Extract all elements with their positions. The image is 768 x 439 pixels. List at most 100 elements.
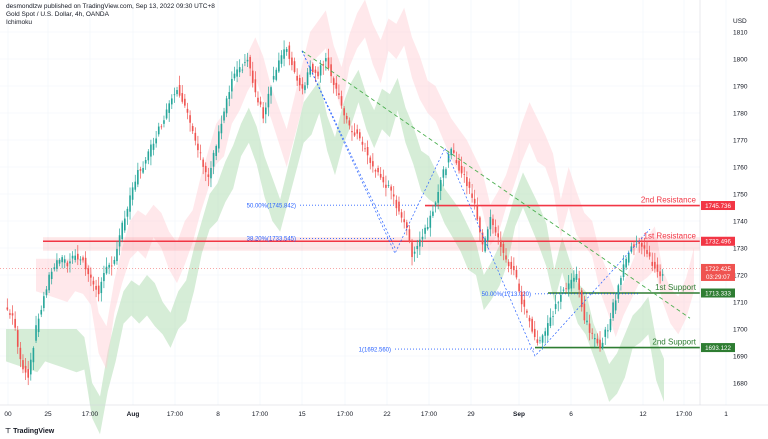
candle-body: [557, 302, 560, 304]
candle-body: [79, 259, 82, 261]
candle-body: [484, 238, 486, 252]
candle-body: [330, 64, 332, 77]
candle-body: [622, 264, 625, 277]
candle-body: [103, 273, 105, 282]
candle-body: [53, 267, 56, 270]
candle-body: [118, 235, 121, 247]
candle-body: [539, 340, 541, 342]
level-price-badge: [701, 201, 735, 211]
candle-body: [348, 120, 351, 126]
candle-body: [238, 67, 241, 73]
level-price-badge: [701, 343, 735, 353]
current-price-badge: [701, 263, 735, 281]
candle-body: [178, 84, 181, 96]
candle-body: [14, 318, 16, 328]
time-tick-label: 25: [44, 411, 52, 418]
candle-body: [113, 259, 116, 264]
candle-body: [403, 219, 406, 223]
candle-body: [69, 261, 71, 264]
candle-body: [575, 273, 578, 280]
candle-body: [351, 131, 353, 133]
candle-body: [560, 294, 562, 302]
candle-body: [442, 169, 445, 178]
candle-body: [257, 97, 259, 103]
candle-body: [58, 260, 61, 264]
candle-body: [37, 318, 40, 333]
candle-body: [220, 123, 223, 134]
candle-body: [593, 337, 596, 340]
price-tick-label: 1790: [733, 84, 748, 91]
candle-body: [408, 229, 411, 242]
candle-body: [413, 251, 416, 254]
cloud-bearish: [36, 0, 694, 370]
candle-body: [523, 299, 526, 307]
candle-body: [280, 55, 283, 64]
candle-body: [366, 147, 369, 156]
candle-body: [278, 60, 280, 72]
candle-body: [108, 264, 110, 268]
time-tick-label: 17:00: [421, 411, 438, 418]
candle-body: [332, 78, 335, 85]
candle-body: [630, 246, 633, 252]
time-tick-label: 29: [467, 411, 475, 418]
candle-body: [445, 169, 447, 176]
candle-body: [123, 218, 126, 231]
countdown-label: 03:29:07: [706, 274, 731, 281]
candle-body: [513, 265, 515, 271]
candle-body: [400, 212, 403, 218]
time-tick-label: 15: [298, 411, 306, 418]
candle-body: [170, 98, 173, 105]
candle-body: [11, 313, 14, 316]
candle-body: [327, 57, 330, 69]
time-tick-label: 12: [639, 411, 647, 418]
candle-body: [105, 266, 108, 274]
candle-body: [591, 332, 594, 334]
candle-body: [228, 92, 231, 100]
candle-body: [452, 150, 455, 153]
time-axis[interactable]: 00 25 17:00 Aug 17:00 8 17:00 15 17:00 22 17:00 29 S…: [4, 411, 728, 418]
candle-body: [244, 62, 246, 63]
candle-body: [659, 271, 661, 277]
candle-body: [567, 283, 570, 290]
candle-body: [259, 101, 262, 105]
candle-body: [460, 165, 463, 174]
candle-body: [588, 323, 591, 333]
level-price-label: 1732.496: [705, 239, 731, 246]
trend-lines: [301, 50, 691, 357]
candle-body: [609, 318, 612, 331]
price-tick-label: 1770: [733, 138, 748, 145]
candle-body: [163, 120, 165, 124]
candle-body: [395, 199, 398, 209]
candle-body: [270, 87, 272, 96]
price-tick-label: 1710: [733, 300, 748, 307]
level-price-badge: [701, 288, 735, 298]
candle-body: [43, 296, 45, 309]
candle-body: [285, 49, 288, 52]
candle-body: [121, 222, 124, 240]
candle-body: [210, 167, 212, 179]
candle-body: [207, 174, 210, 177]
candle-body: [212, 152, 215, 167]
candle-body: [95, 285, 97, 290]
candle-body: [382, 176, 385, 183]
candle-body: [306, 72, 309, 86]
price-axis[interactable]: 1680 1690 1700 1710 1720 1730 1740 1750 1760 1770…: [733, 30, 748, 388]
candle-body: [314, 69, 317, 73]
candle-body: [614, 300, 617, 311]
tradingview-logo[interactable]: ⊤ TradingView: [5, 427, 54, 435]
candle-body: [97, 285, 100, 295]
candle-body: [544, 331, 547, 336]
candle-body: [369, 157, 372, 163]
candle-body: [398, 201, 400, 212]
candle-body: [656, 264, 659, 272]
candle-body: [601, 342, 604, 349]
candle-body: [197, 143, 199, 151]
candle-body: [437, 191, 439, 203]
candle-body: [476, 205, 479, 220]
time-tick-label: Sep: [513, 411, 525, 418]
candle-body: [241, 69, 244, 71]
level-name: 1st Support: [655, 283, 697, 292]
candle-body: [176, 90, 178, 95]
price-tick-label: 1700: [733, 327, 748, 334]
